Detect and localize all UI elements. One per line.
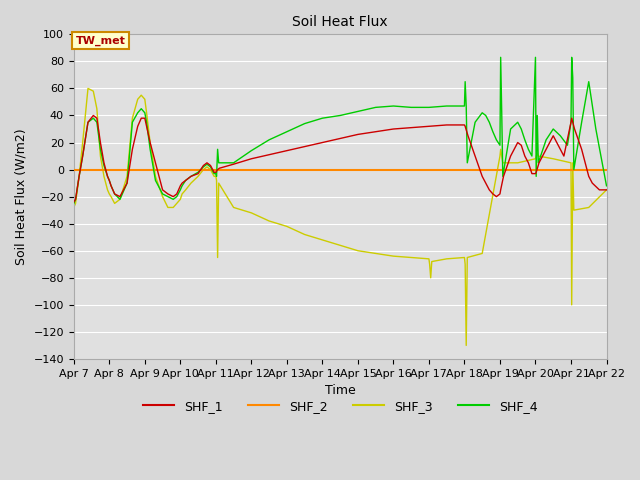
X-axis label: Time: Time [324, 384, 355, 397]
Y-axis label: Soil Heat Flux (W/m2): Soil Heat Flux (W/m2) [15, 128, 28, 265]
Legend: SHF_1, SHF_2, SHF_3, SHF_4: SHF_1, SHF_2, SHF_3, SHF_4 [138, 395, 542, 418]
Title: Soil Heat Flux: Soil Heat Flux [292, 15, 388, 29]
Text: TW_met: TW_met [76, 36, 125, 46]
